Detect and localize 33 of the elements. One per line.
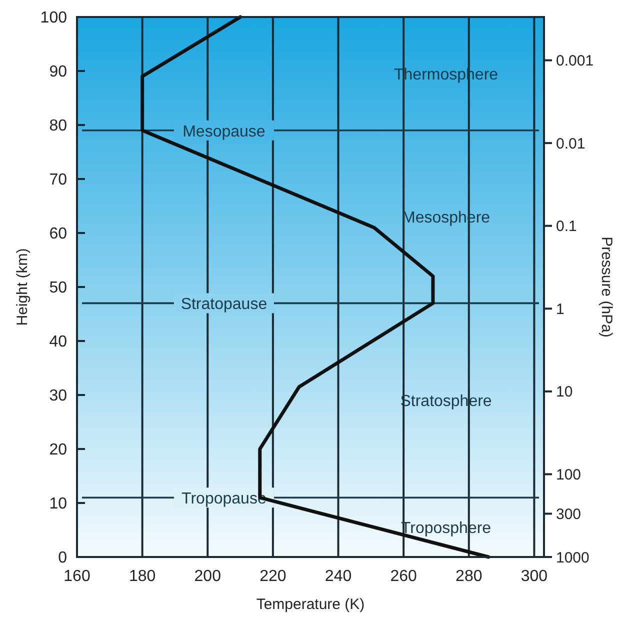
- y2-tick-label: 1: [556, 300, 564, 318]
- ref-line-label: Tropopause: [182, 490, 266, 508]
- y-tick-label: 80: [49, 118, 68, 135]
- y2-tick-label: 0.1: [556, 218, 577, 236]
- y-tick-label: 0: [58, 550, 68, 567]
- y-tick-label: 10: [49, 496, 68, 513]
- y-tick-label: 100: [40, 10, 68, 27]
- x-tick-label: 240: [324, 568, 352, 585]
- y-tick-label: 30: [49, 388, 68, 405]
- x-tick-label: 260: [390, 568, 418, 585]
- y-tick-label: 90: [49, 64, 68, 81]
- y2-tick-label: 0.01: [556, 135, 586, 152]
- x-tick-label: 180: [128, 568, 156, 585]
- y2-tick-label: 10: [556, 384, 573, 401]
- x-tick-label: 300: [520, 568, 548, 585]
- y-tick-label: 40: [49, 334, 68, 351]
- y2-axis-title: Pressure (hPa): [598, 236, 615, 338]
- x-tick-label: 280: [456, 568, 482, 585]
- y2-tick-label: 300: [556, 506, 582, 523]
- ref-line-label: Mesopause: [182, 123, 266, 140]
- x-tick-label: 160: [64, 568, 90, 585]
- y-tick-label: 70: [49, 172, 68, 189]
- y-tick-label: 60: [49, 226, 68, 243]
- x-axis-title: Temperature (K): [256, 596, 365, 613]
- y-tick-label: 20: [49, 442, 68, 459]
- x-tick-label: 220: [260, 568, 286, 585]
- y-axis-title: Height (km): [14, 248, 31, 326]
- y2-tick-label: 1000: [556, 549, 590, 566]
- y2-tick-label: 100: [556, 466, 582, 484]
- y2-tick-label: 0.001: [556, 52, 594, 70]
- y-tick-label: 50: [49, 280, 68, 297]
- ref-line-label: Stratopause: [180, 296, 268, 314]
- x-tick-label: 200: [194, 568, 222, 585]
